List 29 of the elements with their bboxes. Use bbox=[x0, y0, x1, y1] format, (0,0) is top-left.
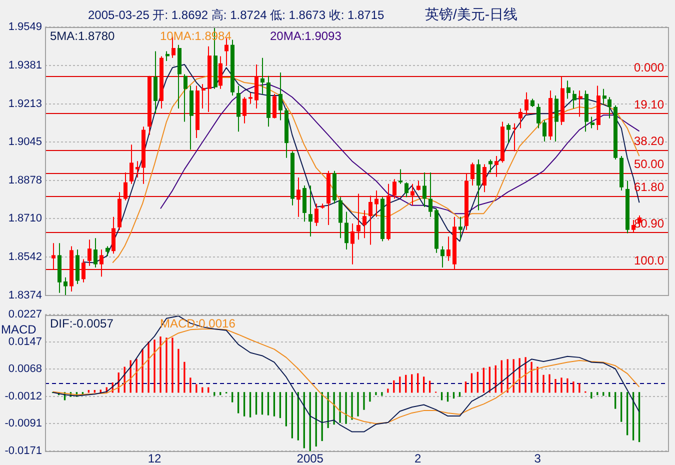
annotation: 19.10 bbox=[634, 97, 664, 112]
y-tick-label: -0.0171 bbox=[4, 445, 42, 458]
y-tick-label: 0.0227 bbox=[8, 308, 42, 321]
annotation: 38.20 bbox=[634, 134, 664, 148]
y-tick-label: 1.8710 bbox=[8, 212, 42, 225]
x-tick-label: 12 bbox=[148, 452, 162, 465]
chart-title: 英镑/美元-日线 bbox=[425, 6, 518, 22]
y-axis-title: MACD bbox=[1, 322, 37, 337]
x-tick-label: 3 bbox=[534, 452, 542, 465]
y-tick-label: 0.0068 bbox=[8, 363, 42, 376]
y-tick-label: 1.8374 bbox=[8, 289, 42, 302]
text: 5MA:1.8780 bbox=[50, 29, 116, 43]
annotation: 0.000 bbox=[634, 60, 664, 75]
y-tick-label: 1.9549 bbox=[8, 21, 42, 34]
y-tick-label: 1.9213 bbox=[8, 98, 42, 110]
y-tick-label: 1.9045 bbox=[8, 136, 42, 148]
y-tick-label: 0.0147 bbox=[8, 336, 42, 348]
y-tick-label: -0.0012 bbox=[4, 390, 42, 403]
text: 20MA:1.9093 bbox=[270, 29, 342, 43]
chart-subtitle: 2005-03-25 开: 1.8692 高: 1.8724 低: 1.8673 收: 1.8715 bbox=[88, 8, 385, 22]
x-tick-label: 2 bbox=[414, 452, 422, 465]
annotation: 100.0 bbox=[634, 253, 664, 268]
annotation: 50.00 bbox=[634, 157, 664, 172]
x-tick-label: 2005 bbox=[296, 452, 324, 465]
text: DIF:-0.0057 bbox=[50, 316, 114, 331]
y-tick-label: 1.8878 bbox=[8, 174, 42, 186]
y-tick-label: 1.9381 bbox=[8, 59, 42, 72]
y-tick-label: -0.0091 bbox=[4, 418, 42, 430]
y-tick-label: 1.8542 bbox=[8, 251, 42, 264]
